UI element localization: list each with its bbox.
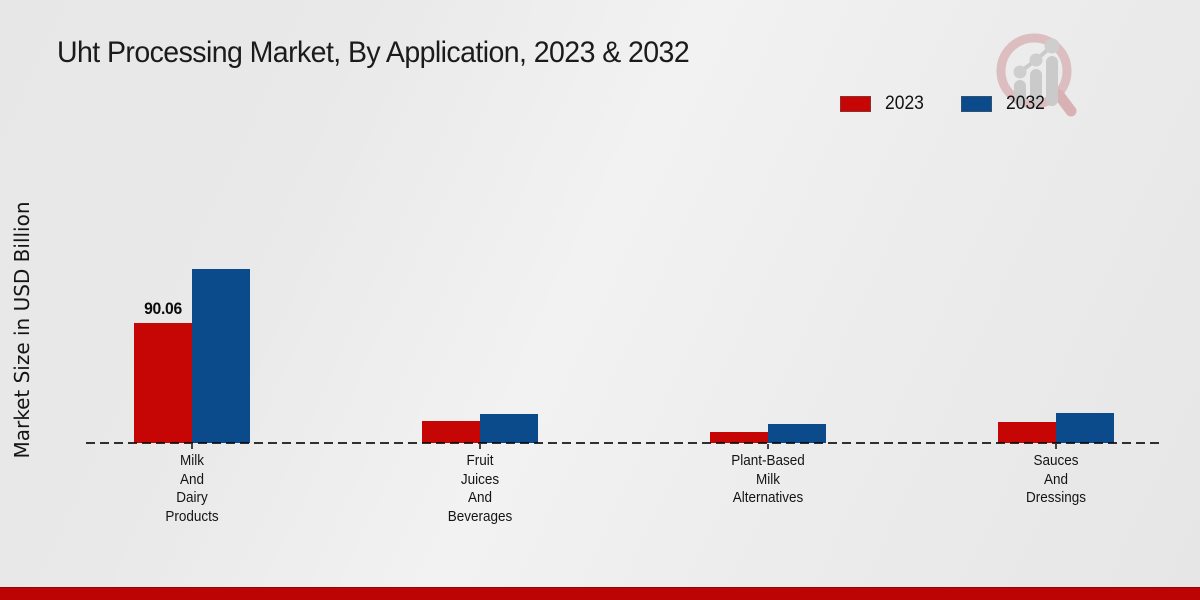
bar-2023-1 bbox=[134, 323, 192, 443]
logo-dot-2 bbox=[1029, 53, 1043, 67]
category-label-3: Plant-Based Milk Alternatives bbox=[731, 452, 805, 506]
legend-swatch-2032 bbox=[961, 96, 993, 112]
legend: 2023 2032 bbox=[840, 93, 1049, 115]
footer-accent-strip bbox=[0, 587, 1200, 600]
x-axis-tick bbox=[1055, 444, 1057, 449]
x-axis-tick bbox=[191, 444, 193, 449]
legend-label-2023: 2023 bbox=[885, 93, 924, 114]
zero-baseline-dashed bbox=[86, 442, 1164, 444]
bar-2023-3 bbox=[710, 432, 768, 443]
x-axis-tick bbox=[479, 444, 481, 449]
bar-2032-4 bbox=[1056, 413, 1114, 443]
magnifier-handle bbox=[1053, 89, 1077, 117]
bar-2032-2 bbox=[480, 414, 538, 443]
x-axis-tick bbox=[767, 444, 769, 449]
bar-2023-4 bbox=[998, 422, 1056, 443]
logo-bar-2 bbox=[1030, 69, 1042, 106]
legend-item-2032: 2032 bbox=[961, 93, 1048, 115]
chart-title: Uht Processing Market, By Application, 2… bbox=[57, 36, 690, 69]
legend-label-2032: 2032 bbox=[1006, 93, 1046, 114]
logo-bar-3 bbox=[1046, 56, 1058, 106]
bar-2032-3 bbox=[768, 424, 826, 443]
bar-value-label: 90.06 bbox=[144, 300, 182, 318]
logo-dot-1 bbox=[1013, 65, 1027, 79]
market-research-magnifier-logo bbox=[996, 33, 1077, 117]
category-label-1: Milk And Dairy Products bbox=[165, 452, 219, 525]
category-label-4: Sauces And Dressings bbox=[1025, 452, 1087, 506]
logo-bar-1 bbox=[1014, 80, 1026, 106]
legend-swatch-2023 bbox=[840, 96, 871, 112]
bar-2032-1 bbox=[192, 269, 250, 443]
category-label-2: Fruit Juices And Beverages bbox=[447, 452, 513, 525]
bar-2023-2 bbox=[422, 421, 480, 443]
logo-dot-3 bbox=[1044, 38, 1060, 54]
legend-item-2023: 2023 bbox=[840, 93, 927, 115]
